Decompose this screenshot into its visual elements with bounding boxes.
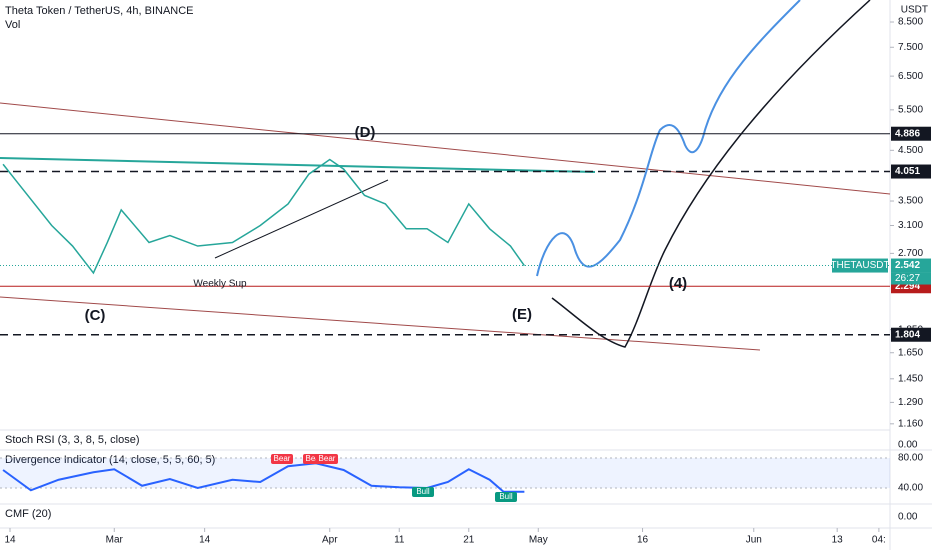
signal-box — [316, 454, 338, 464]
annotation: (D) — [355, 124, 376, 141]
signal-label: Bear — [319, 454, 336, 463]
x-tick-label: 14 — [199, 535, 211, 546]
x-tick-label: 16 — [637, 535, 649, 546]
annotation: Weekly Sup — [193, 279, 247, 290]
price-label: 2.542 — [895, 260, 920, 271]
currency-label: USDT — [901, 5, 928, 16]
y-tick-label: 3.100 — [898, 220, 923, 231]
y-tick-label: 40.00 — [898, 483, 923, 494]
indicator-label: CMF (20) — [5, 508, 51, 520]
price-label-box — [891, 258, 931, 273]
price-label: 2.294 — [895, 281, 920, 292]
signal-box — [412, 487, 434, 497]
signal-label: Bear — [306, 454, 323, 463]
annotation: (4) — [669, 275, 687, 292]
symbol-title: Theta Token / TetherUS, 4h, BINANCE — [5, 5, 194, 17]
y-tick-label: 7.500 — [898, 42, 923, 53]
projection-path — [536, 0, 801, 277]
y-tick-label: 80.00 — [898, 453, 923, 464]
y-tick-label: 2.700 — [898, 248, 923, 259]
price-label: 4.886 — [895, 128, 920, 139]
y-tick-label: 6.500 — [898, 71, 923, 82]
signal-box — [495, 492, 517, 502]
symbol-box — [832, 258, 888, 273]
x-tick-label: 21 — [463, 535, 475, 546]
x-tick-label: May — [529, 535, 548, 546]
y-tick-label: 1.160 — [898, 418, 923, 429]
countdown: 26:27 — [895, 273, 920, 284]
signal-label: Bull — [499, 492, 513, 501]
x-tick-label: Apr — [322, 535, 338, 546]
y-tick-label: 4.500 — [898, 145, 923, 156]
y-tick-label: 1.290 — [898, 397, 923, 408]
divergence-line — [2, 462, 525, 493]
annotation: (C) — [85, 307, 106, 324]
indicator-tick: 0.00 — [898, 512, 918, 523]
indicator-label: Stoch RSI (3, 3, 8, 5, close) — [5, 434, 140, 446]
x-tick-label: 14 — [4, 535, 16, 546]
trendline — [0, 296, 761, 351]
countdown-box — [891, 272, 931, 285]
signal-box — [271, 454, 293, 464]
y-tick-label: 3.500 — [898, 196, 923, 207]
y-tick-label: 1.450 — [898, 373, 923, 384]
x-tick-label: 11 — [394, 535, 405, 546]
trendline — [0, 102, 891, 195]
x-tick-label: Jun — [746, 535, 762, 546]
price-label-box — [891, 164, 931, 179]
annotation: (E) — [512, 306, 532, 323]
price-label-box — [891, 126, 931, 141]
x-tick-label: 13 — [832, 535, 844, 546]
x-tick-label: Mar — [106, 535, 124, 546]
trendline — [0, 157, 596, 173]
signal-label: Bull — [416, 487, 430, 496]
volume-label: Vol — [5, 19, 20, 31]
symbol-label: THETAUSDT — [830, 260, 889, 271]
x-tick-label: 04: — [872, 535, 886, 546]
trendline — [214, 179, 389, 259]
price-label: 1.804 — [895, 329, 920, 340]
y-tick-label: 5.500 — [898, 104, 923, 115]
y-tick-label: 1.650 — [898, 347, 923, 358]
signal-label: Bear — [274, 454, 291, 463]
price-label: 4.051 — [895, 166, 920, 177]
price-line — [2, 158, 525, 275]
indicator-tick: 0.00 — [898, 440, 918, 451]
indicator-label: Divergence Indicator (14, close, 5, 5, 6… — [5, 454, 215, 466]
y-tick-label: 8.500 — [898, 17, 923, 28]
price-label-box — [891, 327, 931, 342]
